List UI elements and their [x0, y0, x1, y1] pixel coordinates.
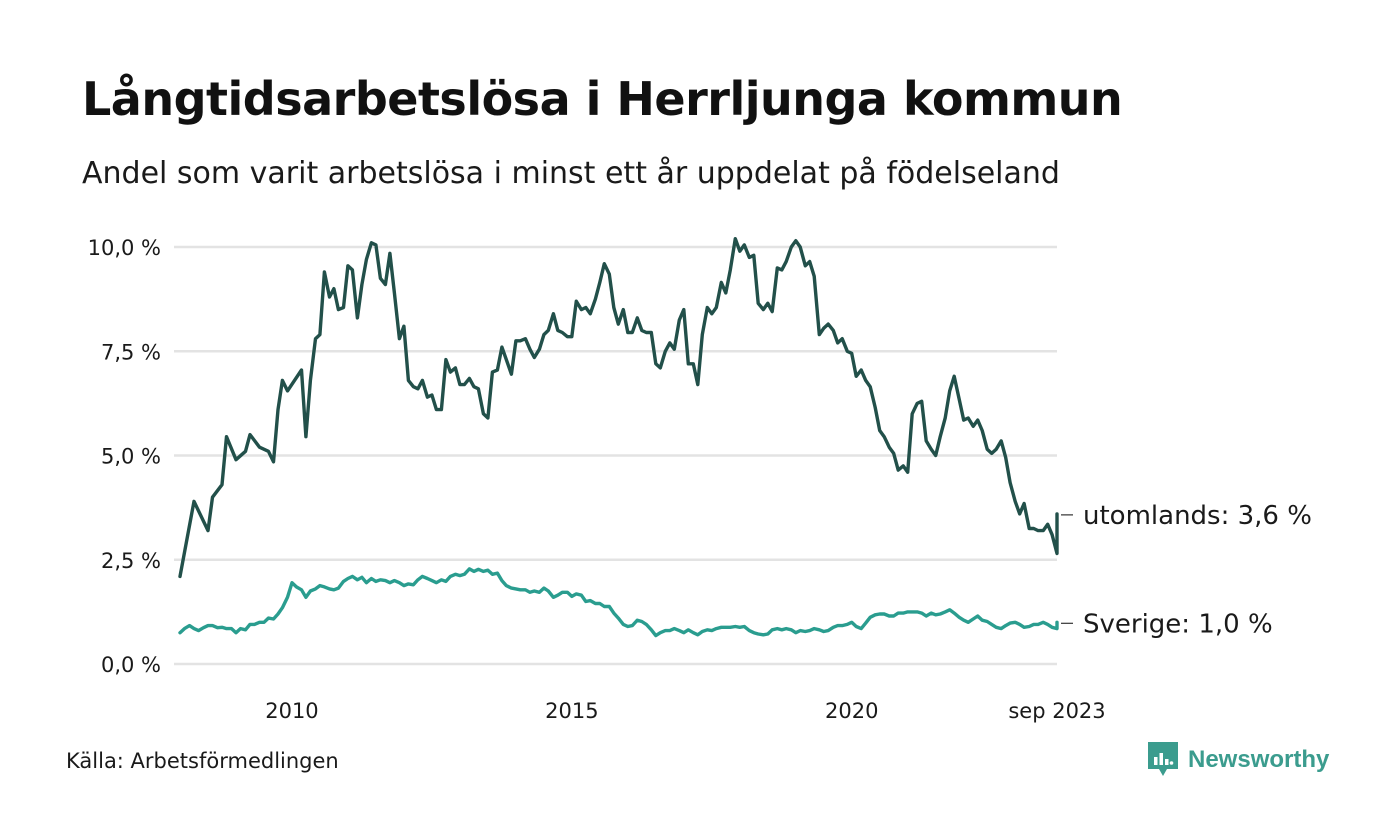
- brand-logo[interactable]: Newsworthy: [1148, 742, 1329, 778]
- newsworthy-logo-icon: [1148, 742, 1178, 776]
- axis-labels: 0,0 % 2,5 % 5,0 % 7,5 % 10,0 % 2010 2015 2020 se…: [88, 236, 1106, 723]
- source-note: Källa: Arbetsförmedlingen: [66, 749, 339, 773]
- chart-subtitle: Andel som varit arbetslösa i minst ett å…: [82, 156, 1060, 191]
- y-tick-label: 2,5 %: [101, 549, 161, 573]
- x-tick-label: 2020: [825, 699, 878, 723]
- x-tick-label: sep 2023: [1008, 699, 1105, 723]
- x-tick-label: 2015: [545, 699, 598, 723]
- brand-name: Newsworthy: [1188, 746, 1330, 773]
- series-line-sverige: [178, 567, 1059, 638]
- end-labels: utomlands: 3,6 % Sverige: 1,0 %: [1061, 501, 1312, 639]
- series-line-utomlands: [178, 237, 1059, 579]
- y-tick-label: 0,0 %: [101, 653, 161, 677]
- chart-title: Långtidsarbetslösa i Herrljunga kommun: [82, 72, 1123, 126]
- series-lines: [178, 237, 1059, 638]
- end-label-sverige: Sverige: 1,0 %: [1083, 609, 1273, 639]
- end-label-utomlands: utomlands: 3,6 %: [1083, 501, 1312, 531]
- y-tick-label: 7,5 %: [101, 340, 161, 364]
- y-tick-label: 10,0 %: [88, 236, 161, 260]
- y-tick-label: 5,0 %: [101, 445, 161, 469]
- x-tick-label: 2010: [265, 699, 318, 723]
